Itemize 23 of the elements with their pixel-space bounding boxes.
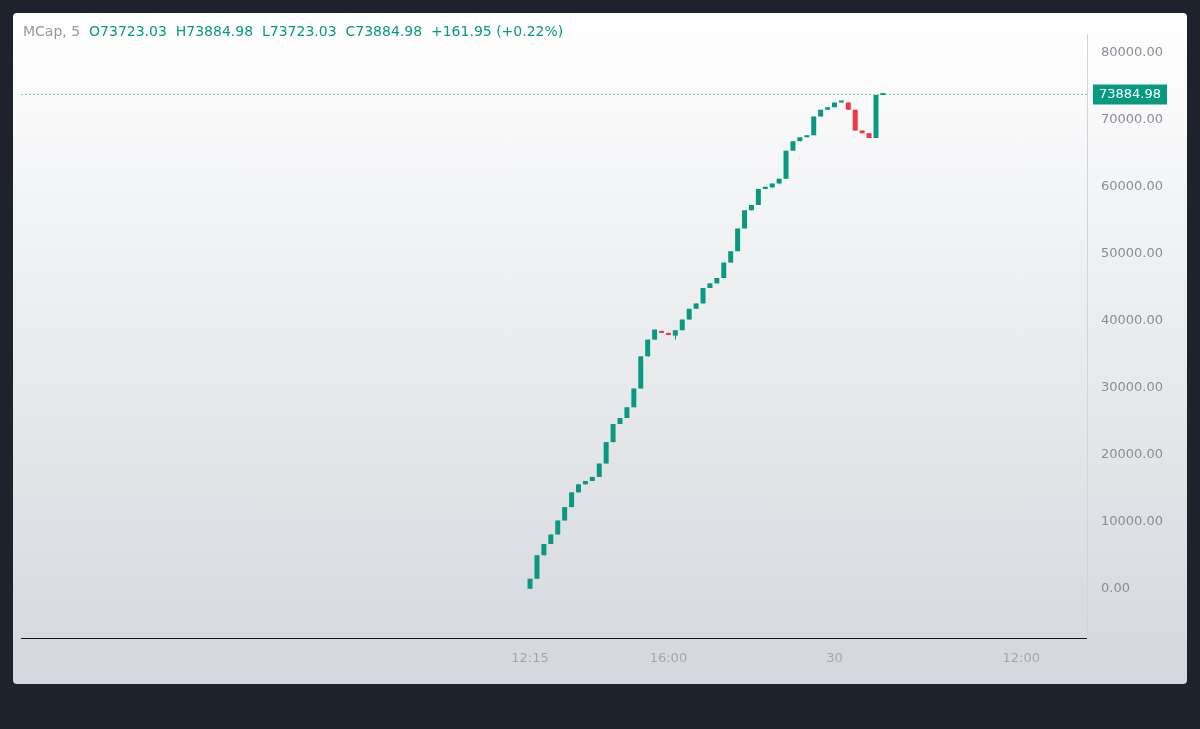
candlestick <box>825 106 831 111</box>
candlestick <box>679 319 685 331</box>
candlestick <box>541 543 547 556</box>
chart-title: MCap, 5 <box>23 23 81 39</box>
y-tick-label: 20000.00 <box>1101 446 1164 462</box>
candlestick <box>838 100 844 103</box>
candlestick <box>686 308 692 321</box>
y-tick-label: 40000.00 <box>1101 312 1164 328</box>
candlestick <box>748 204 754 211</box>
y-tick-label: 0.00 <box>1101 580 1130 596</box>
y-tick-label: 50000.00 <box>1101 245 1164 261</box>
y-tick-label: 80000.00 <box>1101 44 1164 60</box>
y-tick-label: 60000.00 <box>1101 178 1164 194</box>
y-tick-label: 30000.00 <box>1101 379 1164 395</box>
chart-subtitle: O73723.03 H73884.98 L73723.03 C73884.98 +161.95 (+0.22%) <box>89 23 564 39</box>
candlestick <box>645 339 651 357</box>
candlestick <box>811 116 817 136</box>
candlestick <box>776 178 782 185</box>
ref-line-label: 73884.98 <box>1099 85 1162 101</box>
y-tick-label: 70000.00 <box>1101 111 1164 127</box>
candlestick <box>631 388 637 408</box>
y-tick-label: 10000.00 <box>1101 513 1164 529</box>
candlestick <box>582 480 588 485</box>
